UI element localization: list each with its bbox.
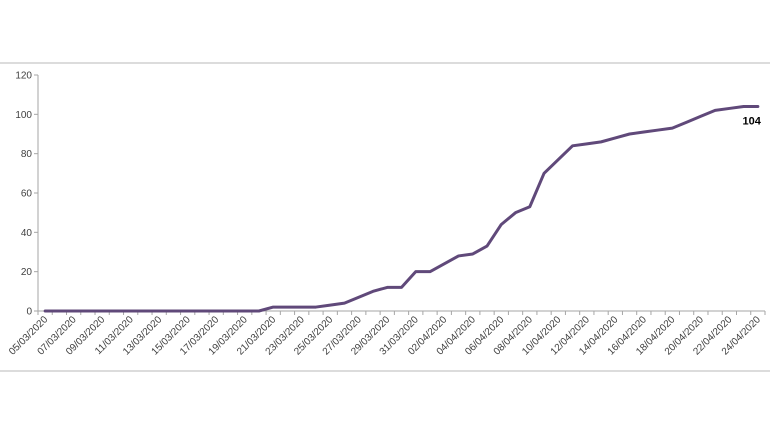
y-axis: 0 20 40 60 80 100 120 <box>15 71 39 318</box>
annotations: 104 <box>743 115 762 127</box>
y-tick-label: 60 <box>21 189 33 200</box>
series-line-0 <box>43 104 760 313</box>
y-tick-label: 120 <box>15 71 32 82</box>
data-label: 104 <box>743 115 762 127</box>
series-lines <box>43 104 760 313</box>
y-tick-label: 20 <box>21 267 33 278</box>
y-tick-label: 0 <box>26 307 32 318</box>
y-tick-label: 40 <box>21 228 33 239</box>
y-tick-label: 80 <box>21 149 33 160</box>
x-axis: 05/03/202007/03/202009/03/202011/03/2020… <box>7 310 766 358</box>
y-tick-label: 100 <box>15 110 32 121</box>
